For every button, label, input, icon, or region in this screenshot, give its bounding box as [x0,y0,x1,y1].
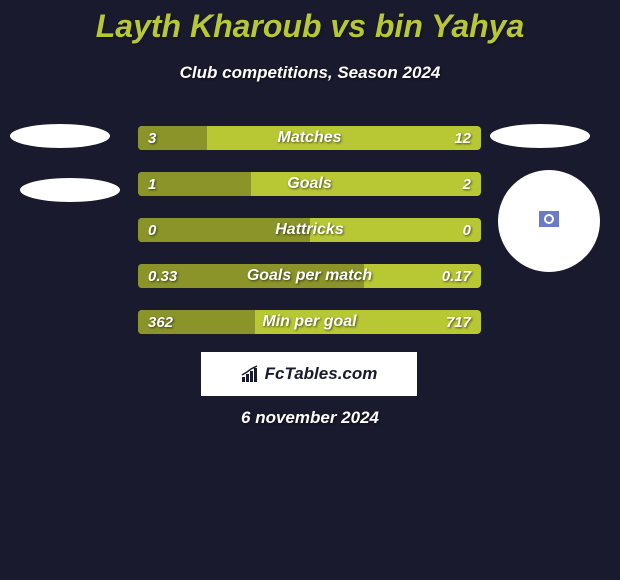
stat-right-value: 0 [463,218,471,242]
stat-row: 0.33Goals per match0.17 [138,264,481,288]
stats-rows: 3Matches12 1Goals2 0Hattricks0 0.33Goals pe… [138,126,481,356]
comparison-subtitle: Club competitions, Season 2024 [0,63,620,83]
stat-label: Goals per match [138,264,481,288]
right-player-photo-1 [490,124,590,148]
stat-label: Min per goal [138,310,481,334]
stat-right-value: 2 [463,172,471,196]
left-player-photo-2 [20,178,120,202]
stat-right-value: 717 [446,310,471,334]
stat-label: Matches [138,126,481,150]
badge-icon [539,211,559,227]
stat-label: Hattricks [138,218,481,242]
logo-text: FcTables.com [241,364,378,384]
stat-row: 0Hattricks0 [138,218,481,242]
logo-label: FcTables.com [265,364,378,384]
stat-row: 362Min per goal717 [138,310,481,334]
logo-box: FcTables.com [201,352,417,396]
stat-row: 3Matches12 [138,126,481,150]
stat-right-value: 0.17 [442,264,471,288]
stat-label: Goals [138,172,481,196]
stat-right-value: 12 [454,126,471,150]
comparison-title: Layth Kharoub vs bin Yahya [0,0,620,45]
left-player-photo-1 [10,124,110,148]
chart-icon [241,365,261,383]
stat-row: 1Goals2 [138,172,481,196]
date-text: 6 november 2024 [0,408,620,428]
